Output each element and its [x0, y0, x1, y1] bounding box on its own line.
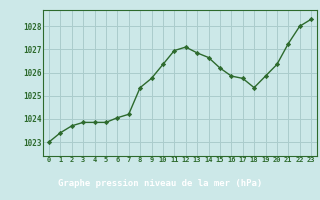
Text: Graphe pression niveau de la mer (hPa): Graphe pression niveau de la mer (hPa) [58, 179, 262, 188]
